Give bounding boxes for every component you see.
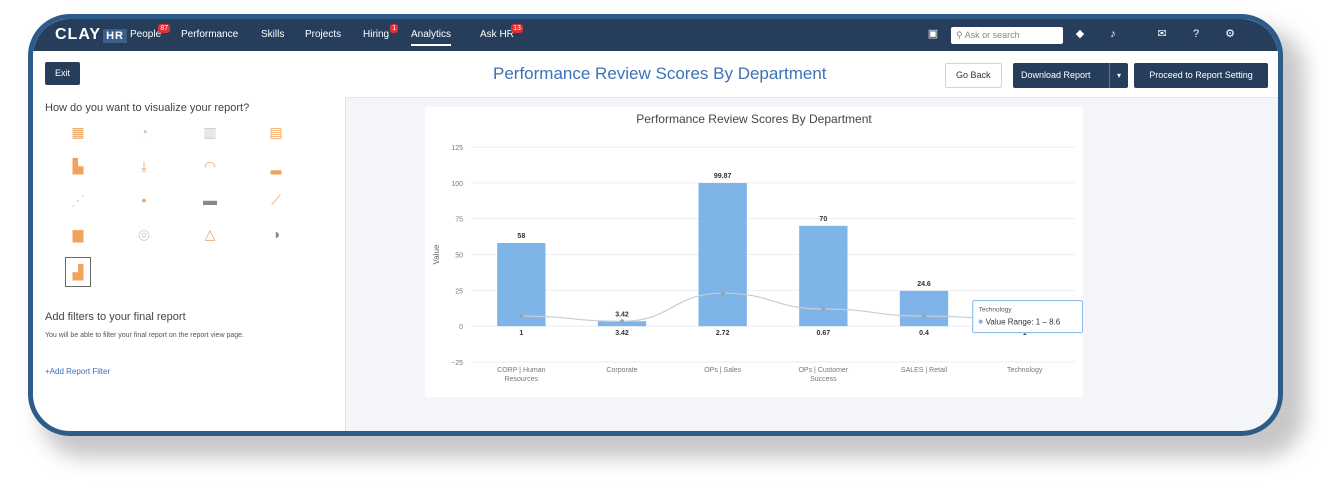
bar-value-label: 70 xyxy=(819,216,827,223)
filters-description: You will be able to filter your final re… xyxy=(45,332,244,339)
x-tick-label: Resources xyxy=(505,376,539,383)
add-report-filter-link[interactable]: +Add Report Filter xyxy=(45,367,111,376)
x-tick-label: SALES | Retail xyxy=(901,367,948,374)
nav-item-hiring[interactable]: Hiring 1 xyxy=(363,24,399,40)
horizontal-bar-icon[interactable]: ▆ xyxy=(72,226,84,242)
y-tick-label: 0 xyxy=(459,324,463,331)
search-icon: ⚲ xyxy=(956,30,965,40)
x-tick-label: Success xyxy=(810,376,837,383)
x-tick-label: Technology xyxy=(1007,367,1043,374)
gauge-icon[interactable]: ◠ xyxy=(203,158,217,174)
bar-value-label: 99.87 xyxy=(714,173,732,180)
series-line xyxy=(521,292,1025,322)
go-back-button[interactable]: Go Back xyxy=(945,63,1002,88)
line-point xyxy=(720,291,725,296)
bar-value-label: 58 xyxy=(517,233,525,240)
line-point xyxy=(620,319,624,324)
bar-low-label: 2.72 xyxy=(716,330,730,337)
visualization-heading: How do you want to visualize your report… xyxy=(45,102,250,114)
line-point xyxy=(922,314,926,319)
page-title: Performance Review Scores By Department xyxy=(493,64,827,83)
column-chart-icon[interactable]: ▥ xyxy=(203,124,217,140)
filters-heading: Add filters to your final report xyxy=(45,311,186,323)
visualization-panel: How do you want to visualize your report… xyxy=(33,97,346,431)
nav-item-skills[interactable]: Skills xyxy=(261,29,285,40)
top-navigation-bar: CLAY HR People 87 Performance Skills Proje… xyxy=(33,19,1278,51)
bar xyxy=(899,290,949,327)
combo-chart-icon[interactable]: ▟ xyxy=(65,257,91,287)
search-input[interactable]: ⚲ Ask or search xyxy=(951,27,1063,44)
app-logo[interactable]: CLAY HR xyxy=(55,26,127,44)
help-icon[interactable]: ? xyxy=(1192,28,1200,40)
radial-chart-icon[interactable]: ◑ xyxy=(271,226,281,242)
line-point xyxy=(519,314,524,319)
line-point xyxy=(821,306,826,311)
bar-low-label: 0.67 xyxy=(817,330,831,337)
y-tick-label: 100 xyxy=(451,181,463,188)
exit-button[interactable]: Exit xyxy=(45,62,81,85)
gear-icon[interactable]: ⚙ xyxy=(1225,28,1235,40)
bar xyxy=(698,183,747,327)
ask-hr-count-badge: 13 xyxy=(511,24,523,33)
download-icon[interactable]: ⤓ xyxy=(140,158,148,174)
report-toolbar: Exit Performance Review Scores By Depart… xyxy=(33,51,1278,98)
proceed-button[interactable]: Proceed to Report Setting xyxy=(1134,63,1268,88)
hiring-count-badge: 1 xyxy=(390,24,399,33)
nav-item-ask-hr[interactable]: Ask HR 13 xyxy=(480,24,523,40)
y-tick-label: 25 xyxy=(455,288,463,295)
tooltip-box xyxy=(972,300,1083,334)
bar xyxy=(799,225,848,327)
funnel-icon[interactable]: ▬ xyxy=(203,192,217,208)
chart-panel: Performance Review Scores By Department … xyxy=(425,107,1083,397)
tooltip-value: Value Range: 1 – 8.6 xyxy=(986,318,1061,327)
people-count-badge: 87 xyxy=(158,24,171,33)
y-tick-label: 75 xyxy=(455,217,463,224)
bar-value-label: 3.42 xyxy=(615,311,629,318)
mail-icon[interactable]: ✉ xyxy=(1157,28,1167,40)
bar-low-label: 1 xyxy=(519,330,523,337)
tooltip-swatch xyxy=(978,319,983,324)
clipboard-icon[interactable]: ▤ xyxy=(269,124,283,140)
bar-low-label: 3.42 xyxy=(615,330,629,337)
nav-item-performance[interactable]: Performance xyxy=(181,29,239,40)
nav-item-projects[interactable]: Projects xyxy=(305,29,342,40)
chart-svg: −25 0 25 50 75 100 125 Value 58 1 3.42 3.42 99.87 2.7… xyxy=(432,145,1083,383)
pie-chart-icon[interactable]: ◔ xyxy=(139,124,149,140)
y-axis-label: Value xyxy=(432,244,441,264)
x-tick-label: Corporate xyxy=(606,367,637,374)
learning-icon[interactable]: ◆ xyxy=(1075,28,1085,40)
bar-chart-icon[interactable]: ▙ xyxy=(72,158,84,174)
download-report-button[interactable]: Download Report ▾ xyxy=(1013,63,1128,88)
bubble-chart-icon[interactable]: • xyxy=(141,192,147,208)
table-icon[interactable]: ▦ xyxy=(71,124,85,140)
x-tick-label: CORP | Human xyxy=(497,367,545,374)
app-window: CLAY HR People 87 Performance Skills Proje… xyxy=(28,14,1283,436)
scatter-plot-icon[interactable]: ⋰ xyxy=(71,192,85,208)
bar-low-label: 1 xyxy=(1023,330,1027,337)
nav-item-analytics[interactable]: Analytics xyxy=(411,29,452,46)
bell-icon[interactable]: ♪ xyxy=(1110,28,1116,40)
bar-low-label: 0.4 xyxy=(919,330,929,337)
bar-value-label: 24.6 xyxy=(917,281,931,288)
y-tick-label: −25 xyxy=(451,360,463,367)
bell-curve-icon[interactable]: △ xyxy=(204,226,216,242)
inbox-icon[interactable]: ▣ xyxy=(927,28,939,40)
line-chart-icon[interactable]: ⟋ xyxy=(271,192,281,208)
bar xyxy=(597,321,647,327)
y-tick-label: 50 xyxy=(455,253,463,260)
chart-title: Performance Review Scores By Department xyxy=(636,112,872,126)
nav-item-people[interactable]: People 87 xyxy=(130,24,171,40)
chevron-down-icon[interactable]: ▾ xyxy=(1109,63,1128,88)
bar xyxy=(497,243,546,327)
y-tick-label: 125 xyxy=(451,145,463,152)
ascending-bars-icon[interactable]: ▂ xyxy=(270,158,282,174)
tooltip-title: Technology xyxy=(979,307,1013,314)
donut-chart-icon[interactable]: ◎ xyxy=(137,226,151,242)
x-tick-label: OPs | Sales xyxy=(704,367,741,374)
x-tick-label: OPs | Customer xyxy=(798,367,848,374)
